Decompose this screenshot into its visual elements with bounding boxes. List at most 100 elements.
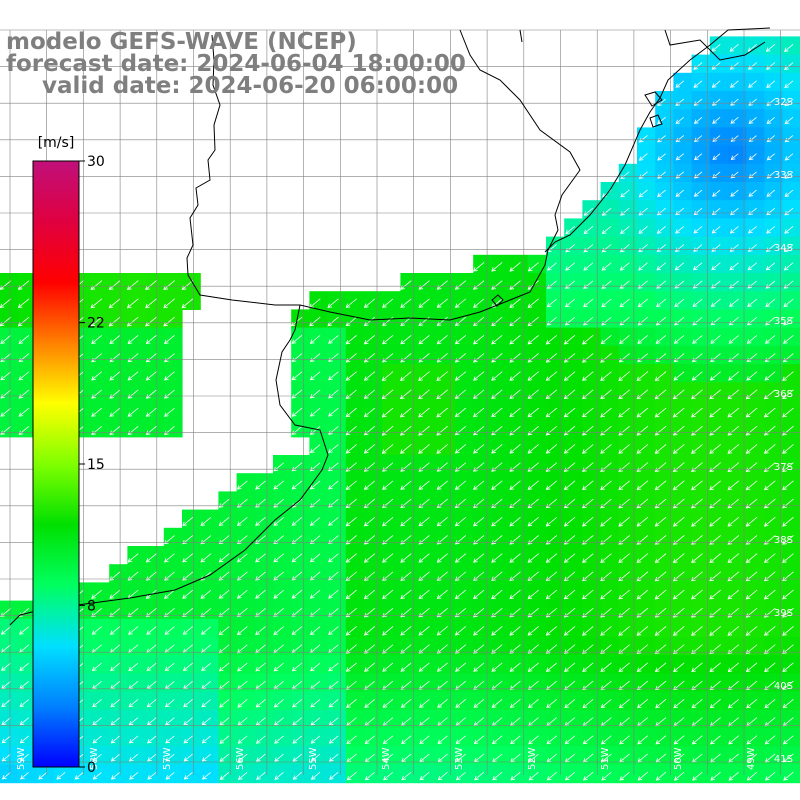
wind-arrow (748, 98, 757, 106)
field-cell (764, 600, 784, 620)
field-cell (455, 400, 474, 420)
wind-arrow (546, 444, 558, 454)
wind-arrow-head (418, 649, 424, 654)
wind-arrow-head (455, 739, 461, 745)
wind-arrow-head (728, 740, 733, 745)
wind-arrow (710, 717, 721, 727)
field-cell (382, 564, 401, 583)
wind-arrow (201, 626, 212, 635)
field-cell (582, 637, 602, 656)
wind-arrow-head (619, 739, 624, 745)
field-cell (746, 527, 765, 547)
wind-arrow (91, 608, 103, 617)
wind-arrow-head (181, 285, 187, 291)
wind-arrow (783, 335, 794, 344)
field-cell (145, 309, 165, 329)
wind-arrow (691, 535, 703, 545)
wind-arrow (311, 772, 321, 780)
wind-arrow (328, 553, 339, 563)
wind-arrow-head (328, 484, 333, 490)
wind-arrow-head (491, 267, 496, 272)
wind-arrow-head (200, 539, 206, 545)
field-cell (364, 582, 383, 602)
colorbar-gradient (32, 160, 80, 768)
colorbar-tick-label: 8 (87, 598, 96, 614)
wind-arrow-head (455, 757, 461, 763)
wind-arrow (693, 226, 703, 234)
wind-arrow-head (292, 703, 297, 708)
wind-arrow (418, 553, 430, 563)
wind-arrow (237, 680, 248, 690)
field-cell (345, 709, 365, 729)
wind-arrow (364, 717, 375, 726)
field-cell (309, 728, 329, 747)
field-cell (218, 746, 238, 765)
field-cell (145, 327, 165, 347)
field-cell (382, 291, 401, 310)
wind-arrow-head (745, 576, 751, 582)
wind-arrow-head (147, 775, 152, 780)
wind-arrow-head (654, 413, 660, 418)
wind-arrow (129, 735, 139, 744)
wind-arrow-head (748, 229, 753, 234)
field-cell (673, 273, 693, 292)
wind-arrow-head (763, 631, 769, 636)
wind-arrow (765, 735, 776, 745)
wind-arrow-head (436, 449, 441, 454)
wind-arrow-head (146, 702, 152, 708)
wind-arrow (546, 498, 558, 509)
wind-arrow (382, 644, 394, 654)
wind-arrow-head (710, 302, 716, 307)
wind-arrow (473, 298, 485, 308)
wind-arrow (730, 116, 739, 124)
field-cell (236, 600, 256, 620)
field-cell (109, 291, 128, 310)
wind-arrow-head (764, 703, 770, 709)
wind-arrow (0, 426, 11, 435)
field-cell (655, 327, 674, 347)
wind-arrow (0, 353, 11, 362)
field-cell (728, 436, 747, 456)
wind-arrow (400, 334, 412, 345)
wind-arrow-head (110, 757, 116, 762)
wind-arrow-head (310, 757, 316, 762)
field-cell (254, 473, 274, 492)
wind-arrow (491, 480, 503, 490)
wind-arrow (292, 735, 303, 744)
wind-arrow-head (454, 339, 460, 345)
wind-arrow (219, 753, 230, 762)
wind-arrow-head (764, 685, 769, 691)
wind-arrow (675, 244, 685, 252)
field-cell (746, 582, 765, 602)
field-cell (236, 564, 256, 583)
field-cell (91, 655, 110, 674)
wind-arrow-head (473, 594, 478, 600)
wind-arrow-head (328, 721, 334, 726)
wind-arrow (145, 280, 157, 290)
wind-arrow (782, 480, 794, 490)
wind-arrow (491, 462, 503, 472)
field-cell (600, 273, 620, 292)
wind-arrow-head (637, 339, 642, 344)
wind-arrow (582, 407, 594, 418)
wind-arrow-head (292, 775, 298, 780)
field-cell (273, 728, 292, 747)
field-cell (527, 364, 547, 383)
wind-arrow-head (763, 576, 769, 582)
wind-arrow (546, 644, 558, 654)
field-cell (764, 527, 784, 547)
wind-arrow-head (691, 540, 696, 545)
wind-arrow-head (491, 412, 496, 418)
wind-arrow-head (638, 211, 644, 216)
wind-arrow-head (200, 521, 206, 527)
field-cell (345, 600, 365, 620)
wind-arrow (419, 717, 430, 726)
wind-arrow (692, 717, 703, 727)
wind-arrow-head (454, 649, 460, 654)
wind-arrow-head (710, 740, 715, 745)
wind-arrow-head (237, 667, 242, 672)
wind-arrow (636, 553, 649, 563)
wind-arrow-head (126, 303, 132, 309)
wind-arrow-head (399, 376, 405, 381)
wind-arrow-head (764, 376, 770, 381)
